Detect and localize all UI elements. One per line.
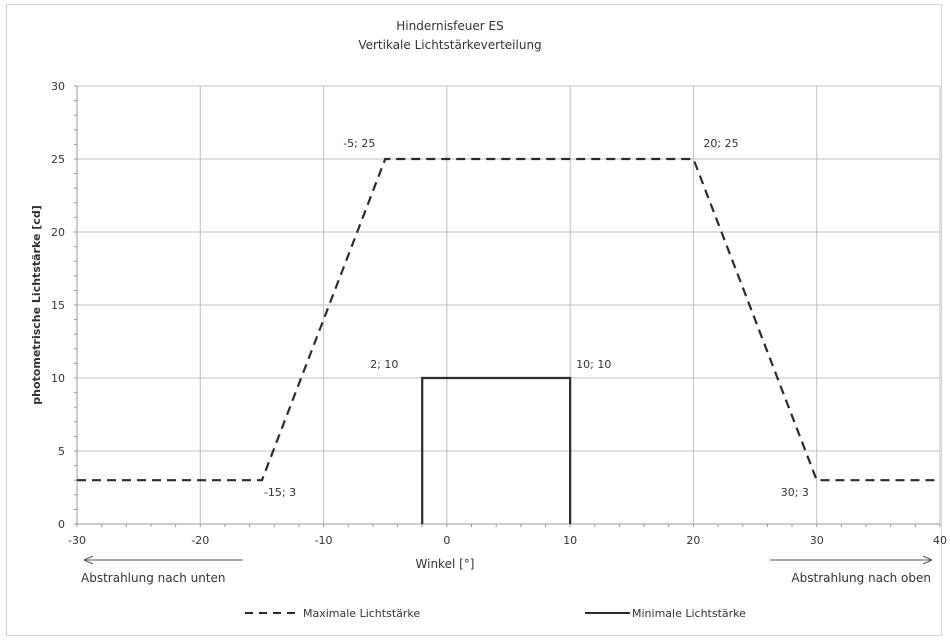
right-arrowhead-icon [922,555,933,565]
chart-frame [6,4,942,636]
y-tick-label: 30 [51,80,65,93]
y-axis-label: photometrische Lichtstärke [cd] [30,205,43,404]
x-tick-label: 20 [686,534,700,547]
x-tick-label: -20 [191,534,209,547]
point-label: 10; 10 [576,358,611,371]
legend-label-min: Minimale Lichtstärke [632,607,746,620]
left-direction-label: Abstrahlung nach unten [81,571,226,585]
x-axis-label: Winkel [°] [416,557,475,571]
grid-layer [77,85,941,524]
legend-label-max: Maximale Lichtstärke [303,607,420,620]
x-tick-label: 10 [563,534,577,547]
right-direction-label: Abstrahlung nach oben [791,571,931,585]
x-tick-label: -10 [315,534,333,547]
x-tick-label: 0 [443,534,450,547]
point-label: -15; 3 [264,486,296,499]
x-tick-label: 30 [810,534,824,547]
x-tick-label: 40 [933,534,947,547]
y-tick-label: 20 [51,226,65,239]
y-tick-label: 25 [51,153,65,166]
y-tick-label: 0 [58,518,65,531]
series-layer [77,157,940,524]
left-arrowhead-icon [83,555,94,565]
point-label: -5; 25 [343,137,375,150]
direction-indicators: Abstrahlung nach unten Abstrahlung nach … [81,555,933,585]
chart-subtitle: Vertikale Lichtstärkeverteilung [358,38,541,52]
label-layer: -5; 25 20; 25 2; 10 10; 10 -15; 3 30; 3 [264,137,809,499]
y-tick-label: 5 [58,445,65,458]
axis-layer: 0 5 10 15 20 25 30 -30 -20 -10 0 10 20 30 40 [51,80,947,547]
legend: Maximale Lichtstärke Minimale Lichtstärk… [245,607,746,620]
y-tick-label: 15 [51,299,65,312]
point-label: 30; 3 [781,486,809,499]
point-label: 20; 25 [703,137,738,150]
x-tick-label: -30 [68,534,86,547]
series-line-min [421,376,572,524]
series-line-max [77,157,940,482]
chart-title: Hindernisfeuer ES [396,19,503,33]
point-label: 2; 10 [370,358,398,371]
y-tick-label: 10 [51,372,65,385]
